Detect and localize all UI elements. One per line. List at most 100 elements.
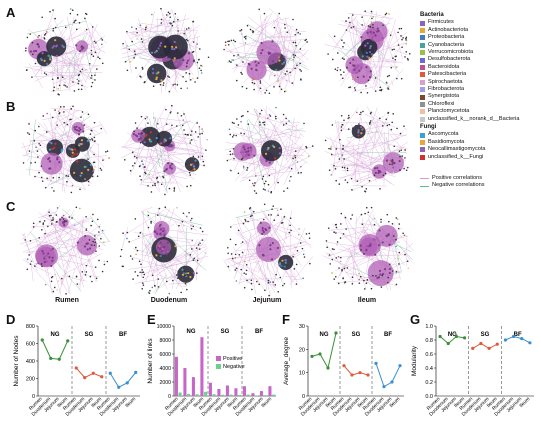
bacteria-legend-label: Cyanobacteria bbox=[428, 41, 465, 48]
chart-e-bar-positive bbox=[174, 356, 178, 396]
chart-f-y-tick-label: 20 bbox=[299, 347, 305, 353]
chart-e-y-tick-label: 2000 bbox=[159, 380, 171, 386]
bacteria-legend-swatch bbox=[420, 109, 425, 115]
chart-d-series-line bbox=[109, 372, 137, 388]
chart-d-y-tick-label: 400 bbox=[26, 359, 35, 365]
bacteria-legend-swatch bbox=[420, 94, 425, 100]
chart-d-point bbox=[125, 381, 129, 385]
bacteria-legend-item: Chloroflexi bbox=[420, 101, 519, 108]
correlation-legend-item: Negative correlations bbox=[420, 182, 485, 189]
chart-e-bar-negative bbox=[238, 394, 242, 396]
panel-label-a: A bbox=[6, 5, 16, 20]
bacteria-legend-swatch bbox=[420, 79, 425, 85]
chart-g-point bbox=[520, 337, 524, 341]
bacteria-legend-item: Spirochaetota bbox=[420, 79, 519, 86]
chart-g-y-tick-label: 0.2 bbox=[425, 380, 433, 386]
bacteria-legend-swatch bbox=[420, 35, 425, 41]
chart-f-group-label: SG bbox=[352, 332, 361, 338]
chart-g-point bbox=[528, 341, 532, 345]
network-c-duodenum bbox=[119, 206, 209, 295]
chart-e-bar-negative bbox=[195, 394, 199, 396]
chart-f-point bbox=[390, 380, 394, 384]
chart-e-bar-positive bbox=[208, 382, 212, 396]
network-b-jejunum bbox=[225, 106, 314, 194]
chart-f-point bbox=[334, 331, 338, 335]
chart-e-bar-positive bbox=[183, 368, 187, 396]
chart-e-bar-negative bbox=[229, 394, 233, 396]
network-b-ileum bbox=[324, 106, 409, 193]
bacteria-legend-item: Cyanobacteria bbox=[420, 42, 519, 49]
bacteria-legend-item: Actinobacteriota bbox=[420, 27, 519, 34]
chart-g-y-tick-label: 0.4 bbox=[425, 366, 433, 372]
correlation-legend-swatch bbox=[420, 185, 429, 187]
chart-e-legend-swatch bbox=[216, 364, 221, 369]
network-c-ileum bbox=[322, 206, 414, 291]
chart-nodes: Number of Nodes0200400600800NGRumenDuode… bbox=[13, 324, 140, 418]
chart-d-group-label: SG bbox=[85, 332, 94, 338]
chart-d-point bbox=[117, 385, 121, 389]
chart-d-point bbox=[49, 356, 53, 360]
network-a-jejunum bbox=[223, 8, 309, 96]
chart-d-y-tick-label: 200 bbox=[26, 377, 35, 383]
bacteria-legend-swatch bbox=[420, 28, 425, 34]
chart-d-point bbox=[40, 338, 44, 342]
chart-d-y-axis-label: Number of Nodes bbox=[13, 335, 20, 387]
fungi-legend-item: Neocallimastigomycota bbox=[420, 146, 486, 153]
bacteria-legend-label: Proteobacteria bbox=[428, 34, 465, 41]
bacteria-legend-label: unclassified_k__norank_d__Bacteria bbox=[428, 115, 520, 122]
bacteria-legend-label: Verrucomicrobiota bbox=[428, 49, 474, 56]
chart-g-point bbox=[511, 334, 516, 339]
bacteria-legend-item: Firmicutes bbox=[420, 19, 519, 26]
bacteria-legend: Bacteria Firmicutes Actinobacteriota Prote… bbox=[420, 12, 519, 123]
fungi-legend-swatch bbox=[420, 140, 425, 146]
chart-e-bar-negative bbox=[187, 393, 191, 396]
bacteria-legend-item: Fibrobacterota bbox=[420, 86, 519, 93]
fungi-legend-swatch bbox=[420, 147, 425, 153]
chart-e-bar-negative bbox=[255, 395, 259, 396]
bacteria-legend-item: Proteobacteria bbox=[420, 34, 519, 41]
panel-label-f: F bbox=[282, 312, 290, 327]
chart-g-y-axis-label: Modularity bbox=[411, 345, 418, 376]
fungi-legend-label: unclassified_k__Fungi bbox=[428, 153, 484, 160]
bacteria-legend-item: Verrucomicrobiota bbox=[420, 49, 519, 56]
chart-f-point bbox=[318, 352, 322, 356]
network-a-rumen bbox=[22, 8, 107, 96]
fungi-legend-title: Fungi bbox=[420, 124, 437, 130]
chart-e-bar-negative bbox=[178, 392, 182, 396]
chart-d-point bbox=[66, 339, 70, 343]
chart-e-bar-positive bbox=[225, 385, 229, 396]
chart-e-bar-negative bbox=[212, 394, 216, 396]
chart-f-series-line bbox=[375, 363, 401, 388]
chart-g-y-tick-label: 0.8 bbox=[425, 338, 433, 344]
chart-g-point bbox=[479, 341, 483, 346]
correlation-legend-swatch bbox=[420, 178, 429, 180]
chart-e-bar-positive bbox=[251, 393, 255, 396]
bacteria-legend-swatch bbox=[420, 50, 425, 56]
chart-d-point bbox=[57, 357, 61, 361]
chart-e-legend-label: Negative bbox=[223, 364, 245, 370]
fungi-legend-swatch bbox=[420, 132, 425, 138]
bacteria-legend-item: Desulfobacterota bbox=[420, 56, 519, 63]
chart-d-series-line bbox=[41, 339, 69, 360]
bacteria-legend-label: Bacteroidota bbox=[428, 63, 460, 70]
fungi-legend-label: Ascomycota bbox=[428, 131, 459, 138]
chart-e-bar-positive bbox=[191, 377, 195, 396]
chart-g-series-line bbox=[439, 335, 465, 345]
chart-g-point bbox=[446, 341, 450, 346]
bacteria-legend-swatch bbox=[420, 72, 425, 78]
bacteria-legend-label: Fibrobacterota bbox=[428, 86, 465, 93]
bacteria-legend-label: Spirochaetota bbox=[428, 78, 463, 85]
bacteria-legend-swatch bbox=[420, 42, 425, 48]
bacteria-legend-label: Chloroflexi bbox=[428, 100, 455, 107]
chart-g-y-tick-label: 1.0 bbox=[425, 324, 433, 330]
chart-f-point bbox=[326, 366, 330, 370]
chart-f-y-tick-label: 0 bbox=[302, 394, 305, 400]
bacteria-legend-item: Bacteroidota bbox=[420, 64, 519, 71]
chart-g-y-tick-label: 0.6 bbox=[425, 352, 433, 358]
chart-d-y-tick-label: 0 bbox=[32, 394, 35, 400]
chart-f-point bbox=[310, 354, 314, 358]
chart-f-series-line bbox=[343, 365, 369, 376]
chart-f-point bbox=[374, 361, 378, 365]
bacteria-legend-label: Patescibacteria bbox=[428, 71, 467, 78]
chart-g-series-line bbox=[505, 335, 531, 344]
